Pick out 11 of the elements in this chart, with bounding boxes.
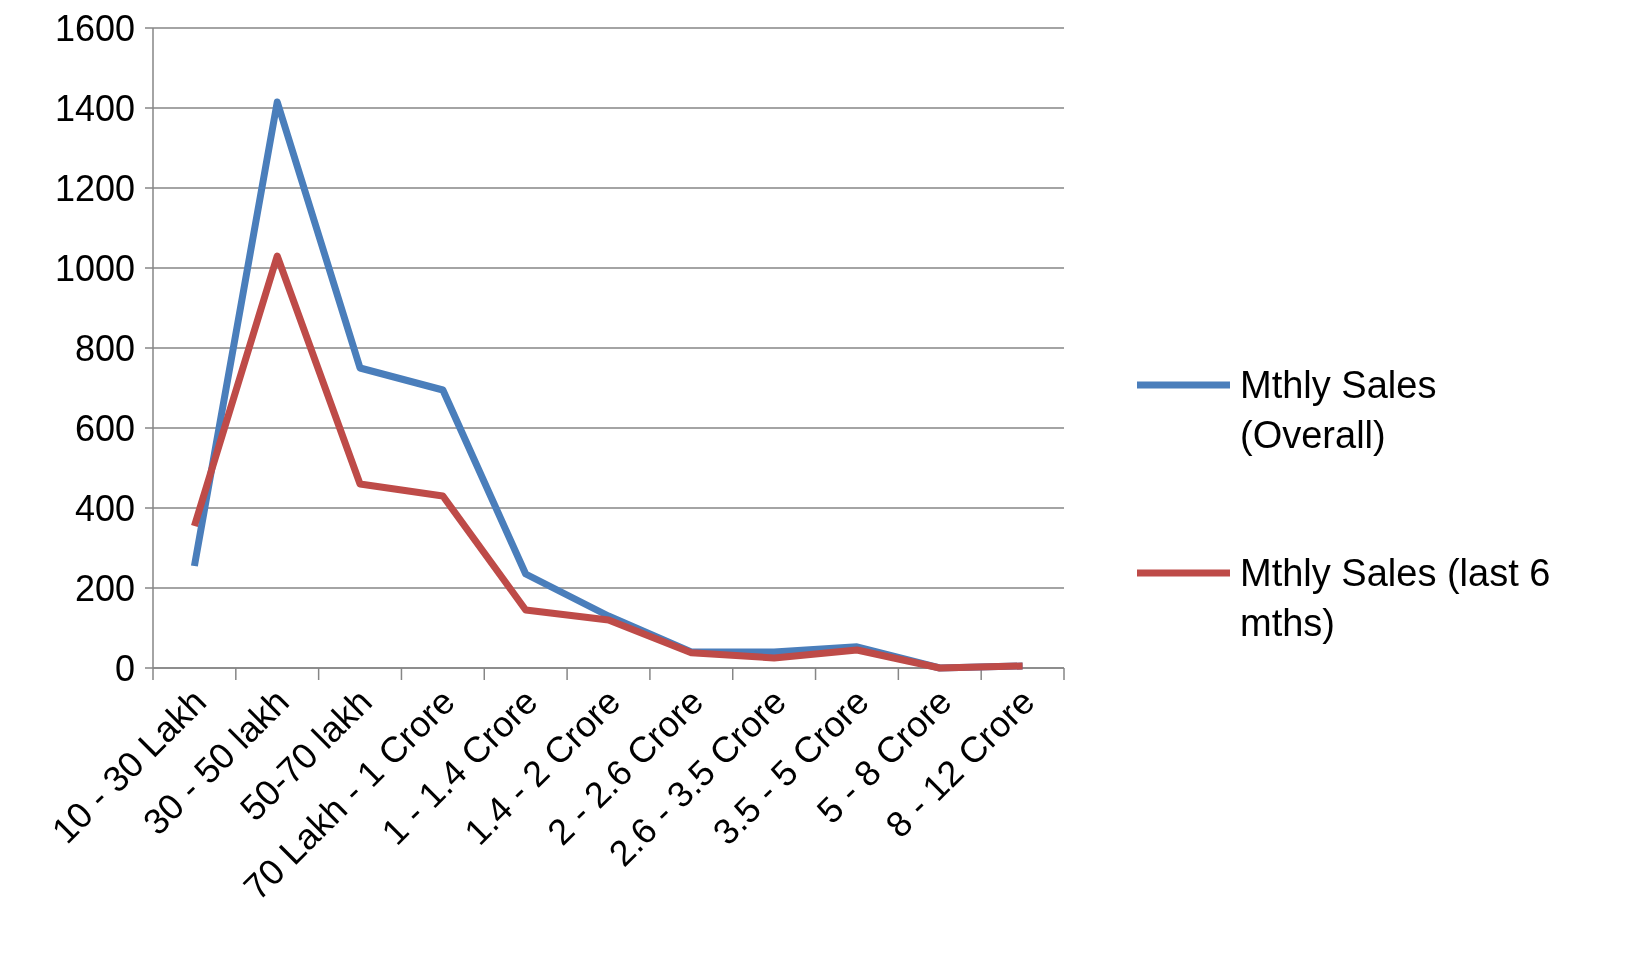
y-tick-label: 400 bbox=[74, 487, 135, 529]
legend-label: Mthly Sales (last 6 mths) bbox=[1240, 552, 1551, 645]
legend-label: Mthly Sales (Overall) bbox=[1240, 364, 1437, 457]
y-tick-label: 1000 bbox=[54, 247, 135, 289]
y-tick-label: 1200 bbox=[54, 167, 135, 209]
y-tick-label: 1600 bbox=[54, 7, 135, 49]
y-tick-label: 600 bbox=[74, 407, 135, 449]
y-tick-label: 1400 bbox=[54, 87, 135, 129]
y-tick-label: 0 bbox=[114, 647, 135, 689]
y-tick-label: 800 bbox=[74, 327, 135, 369]
y-tick-label: 200 bbox=[74, 567, 135, 609]
